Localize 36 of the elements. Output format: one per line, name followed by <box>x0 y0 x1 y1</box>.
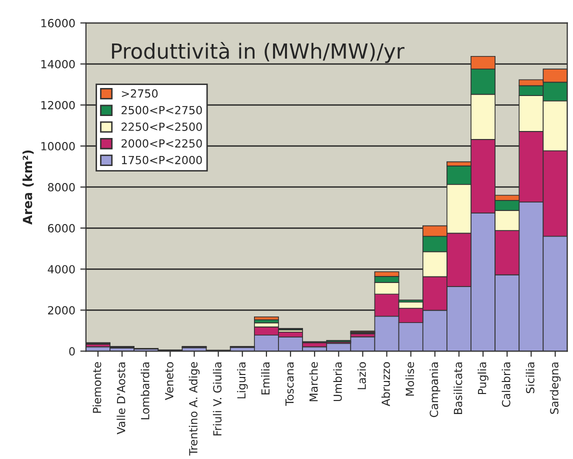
x-tick-label: Friuli V. Giulia <box>212 362 222 436</box>
y-tick-label: 8000 <box>48 183 75 192</box>
y-tick-label: 10000 <box>41 142 75 150</box>
x-tick-label: Trentino A. Adige <box>188 362 200 456</box>
x-tick-label: Puglia <box>478 362 488 394</box>
x-tick-label: Piemonte <box>92 362 102 413</box>
x-tick-label: Abruzzo <box>381 362 390 406</box>
legend-label: 2250<P<2500 <box>122 122 202 131</box>
legend-label: 2000<P<2250 <box>122 139 202 148</box>
x-tick-label: Calabria <box>502 362 510 407</box>
y-axis-title: Area (km²) <box>22 150 34 225</box>
x-tick-label: Marche <box>309 362 318 402</box>
x-tick-label: Valle D'Aosta <box>116 362 126 434</box>
y-tick-label: 0 <box>69 347 75 356</box>
x-tick-label: Lombardia <box>140 362 150 420</box>
x-tick-label: Umbria <box>333 362 342 402</box>
text: Produttività in (MWh/MW)/yr <box>112 42 404 63</box>
y-tick-label: 4000 <box>48 265 75 274</box>
y-tick-label: 12000 <box>41 100 75 110</box>
y-tick-label: 16000 <box>41 18 75 28</box>
y-tick-label: 6000 <box>48 224 75 232</box>
y-tick-label: 2000 <box>48 306 75 314</box>
x-tick-label: Sardegna <box>550 362 561 414</box>
x-tick-label: Veneto <box>165 362 174 400</box>
x-tick-label: Sicilia <box>526 362 534 394</box>
legend-label: 1750<P<2000 <box>122 156 202 164</box>
legend-label: 2500<P<2750 <box>122 106 202 114</box>
x-tick-label: Toscana <box>285 362 294 406</box>
x-tick-label: Liguria <box>237 362 248 398</box>
y-tick-label: 14000 <box>41 60 75 68</box>
x-tick-label: Campania <box>430 362 440 418</box>
legend-label: >2750 <box>122 89 158 98</box>
x-tick-label: Molise <box>405 362 414 396</box>
x-tick-label: Lazio <box>357 362 366 390</box>
x-tick-label: Basilicata <box>454 362 462 414</box>
x-tick-label: Emilia <box>261 362 270 394</box>
